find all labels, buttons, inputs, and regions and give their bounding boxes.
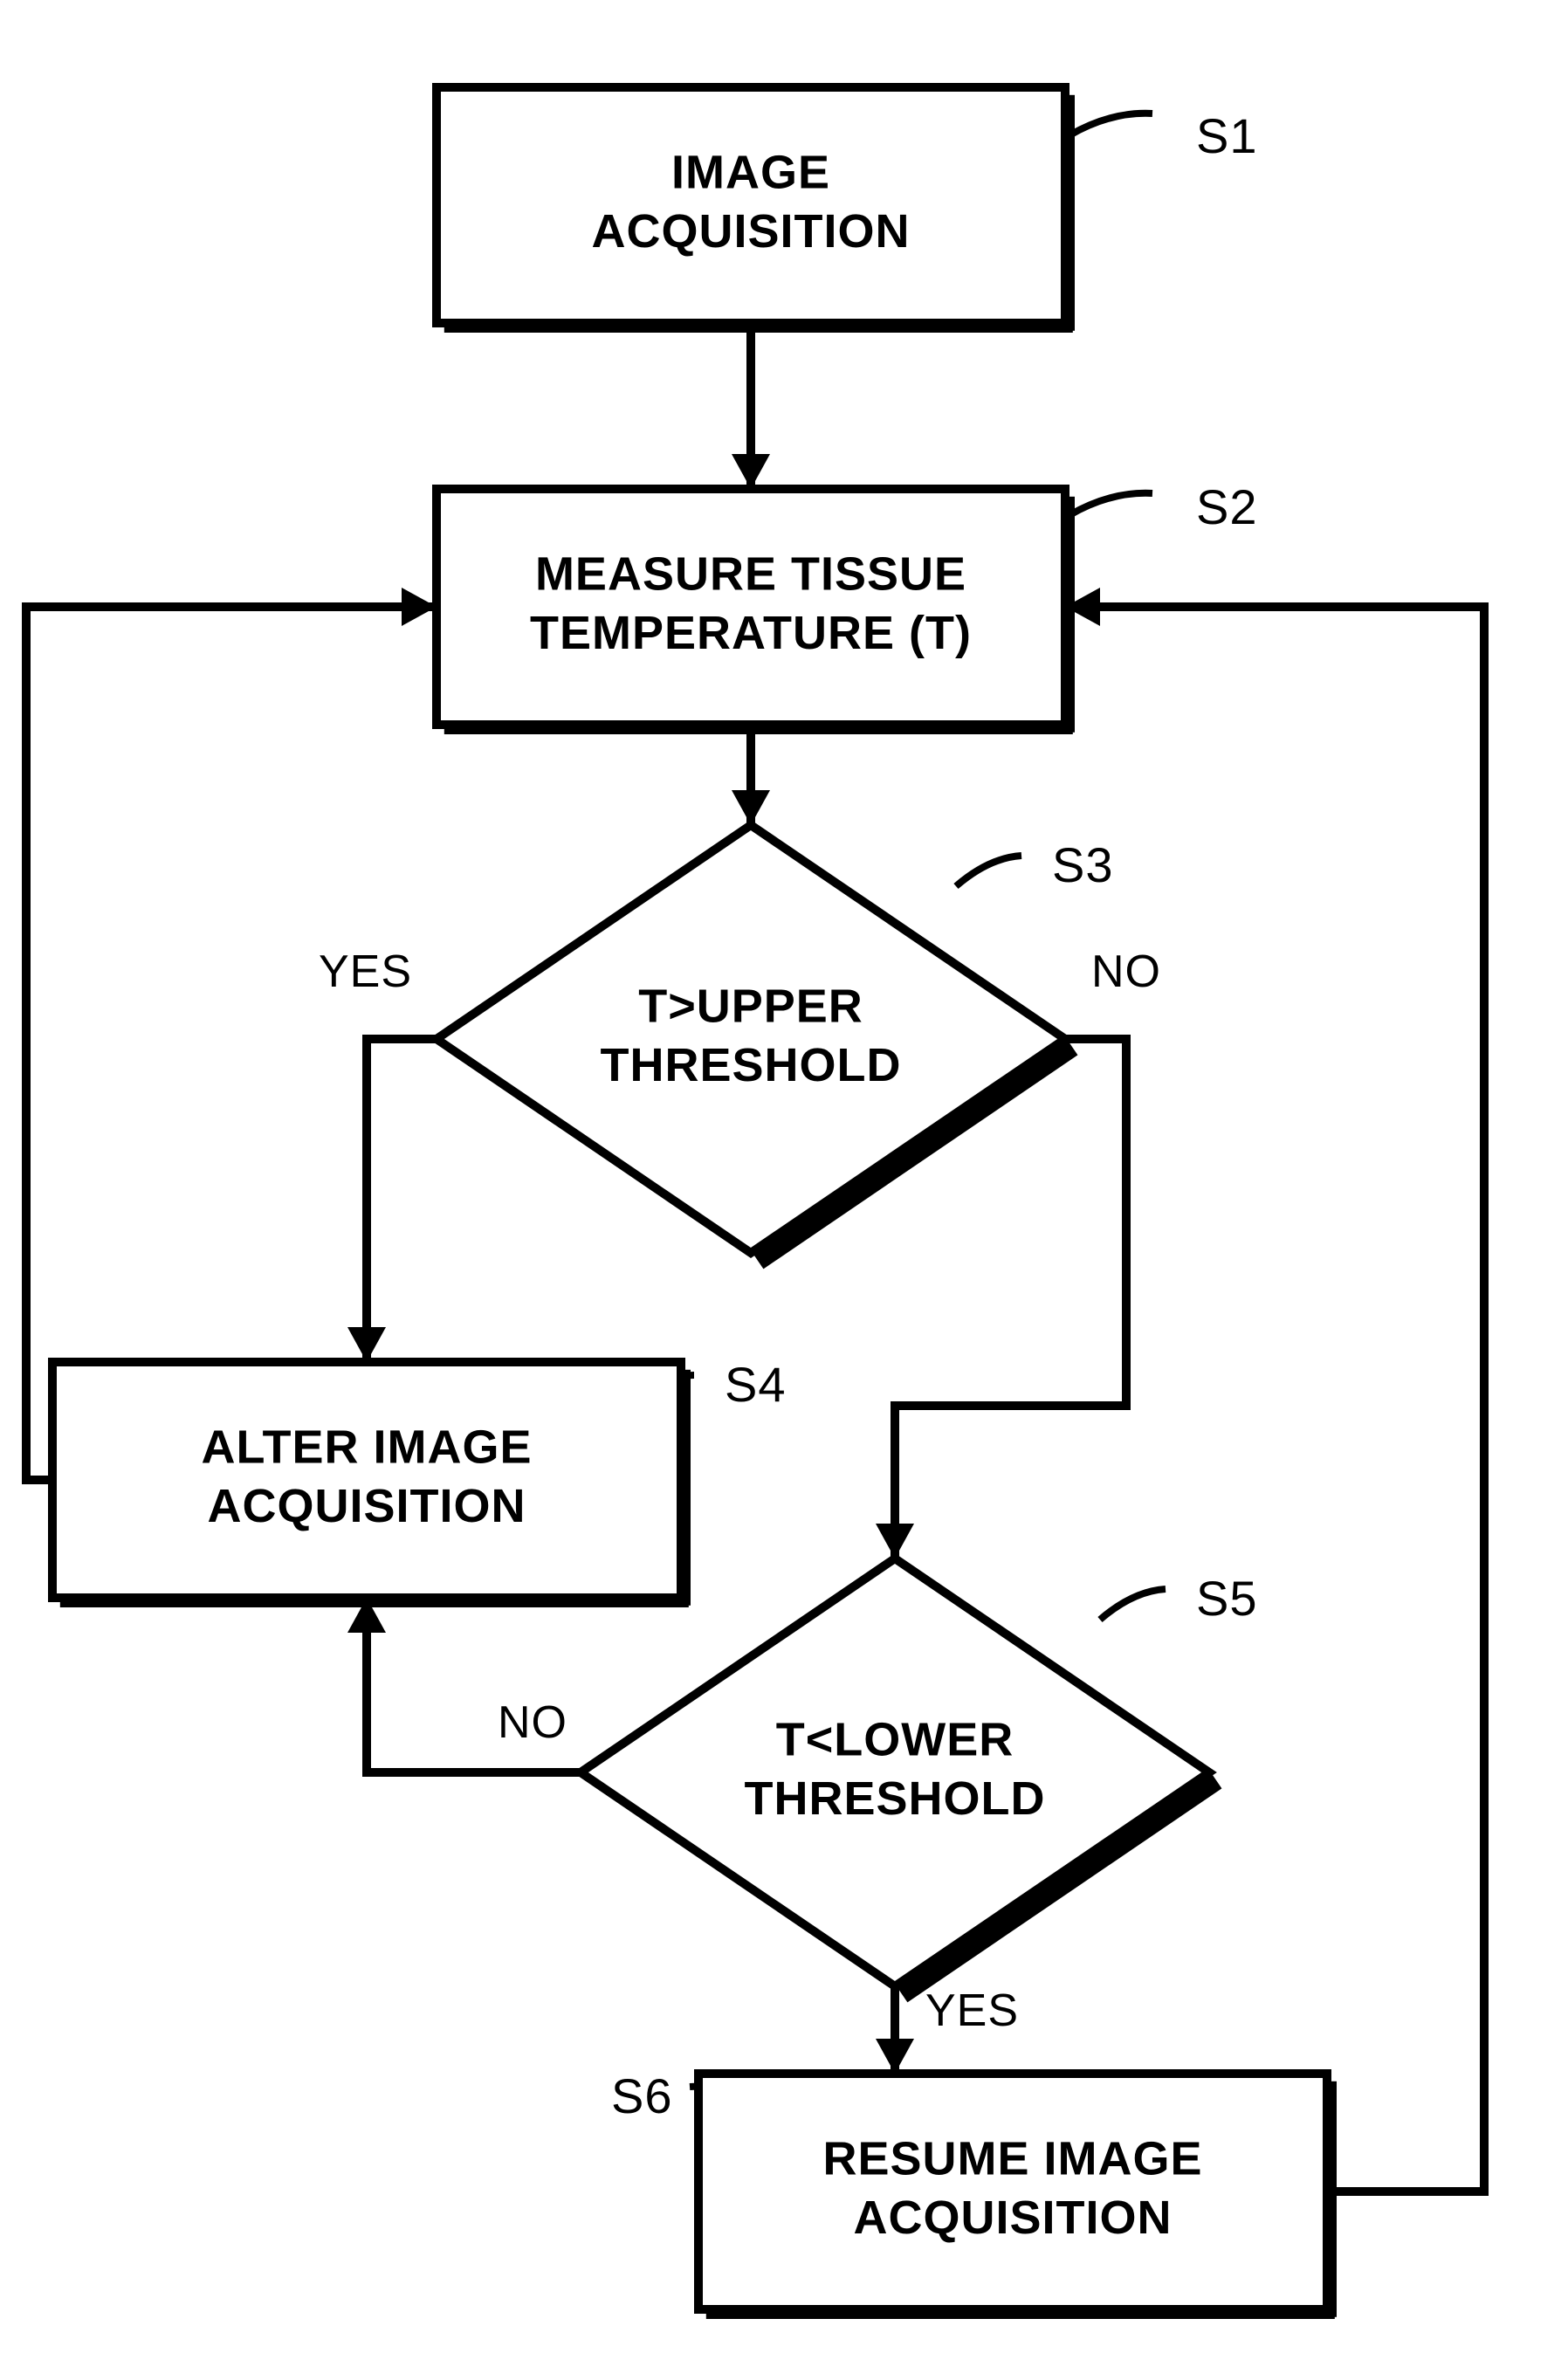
node-s2-line0: MEASURE TISSUE <box>535 548 966 601</box>
node-s5-line1: THRESHOLD <box>745 1772 1046 1825</box>
flowchart-canvas: YES NO NO YES IMAGE ACQUISITION S1 MEASURE TISS… <box>0 0 1568 2360</box>
leader-s2 <box>1069 493 1152 515</box>
node-s3-line1: THRESHOLD <box>601 1039 902 1091</box>
label-s4: S4 <box>725 1357 787 1412</box>
leader-s1 <box>1069 114 1152 135</box>
node-s2: MEASURE TISSUE TEMPERATURE (T) <box>437 489 1075 734</box>
node-s1-line0: IMAGE <box>671 147 830 199</box>
label-s5: S5 <box>1196 1571 1258 1626</box>
label-s3: S3 <box>1052 837 1114 892</box>
node-s6-line1: ACQUISITION <box>853 2191 1172 2244</box>
edge-s5-s4-branch: NO <box>498 1697 567 1748</box>
edge-s5-s4: NO <box>347 1598 581 1772</box>
edge-s3-s5-branch: NO <box>1091 946 1161 997</box>
edge-s5-s6-branch: YES <box>925 1985 1019 2036</box>
node-s3-line0: T>UPPER <box>638 980 863 1033</box>
label-s1: S1 <box>1196 108 1258 163</box>
edge-s2-s3 <box>732 725 770 825</box>
edge-s5-s6: YES <box>876 1985 1019 2074</box>
node-s6-line0: RESUME IMAGE <box>822 2133 1202 2185</box>
node-s3: T>UPPER THRESHOLD <box>437 825 1070 1258</box>
edge-s3-s4-branch: YES <box>319 946 412 997</box>
node-s1-line1: ACQUISITION <box>591 205 910 258</box>
node-s5-line0: T<LOWER <box>776 1714 1014 1766</box>
node-s2-line1: TEMPERATURE (T) <box>530 607 972 659</box>
label-s2: S2 <box>1196 479 1258 534</box>
leader-s3 <box>956 856 1021 886</box>
node-s4-line0: ALTER IMAGE <box>202 1421 533 1474</box>
edge-s3-s4: YES <box>319 946 437 1362</box>
node-s4: ALTER IMAGE ACQUISITION <box>52 1362 691 1607</box>
leader-s5 <box>1100 1589 1166 1620</box>
edge-s1-s2 <box>732 323 770 489</box>
node-s4-line1: ACQUISITION <box>207 1480 526 1532</box>
label-s6: S6 <box>611 2068 673 2123</box>
node-s5: T<LOWER THRESHOLD <box>581 1558 1214 1992</box>
node-s6: RESUME IMAGE ACQUISITION <box>698 2074 1337 2319</box>
node-s1: IMAGE ACQUISITION <box>437 87 1075 333</box>
